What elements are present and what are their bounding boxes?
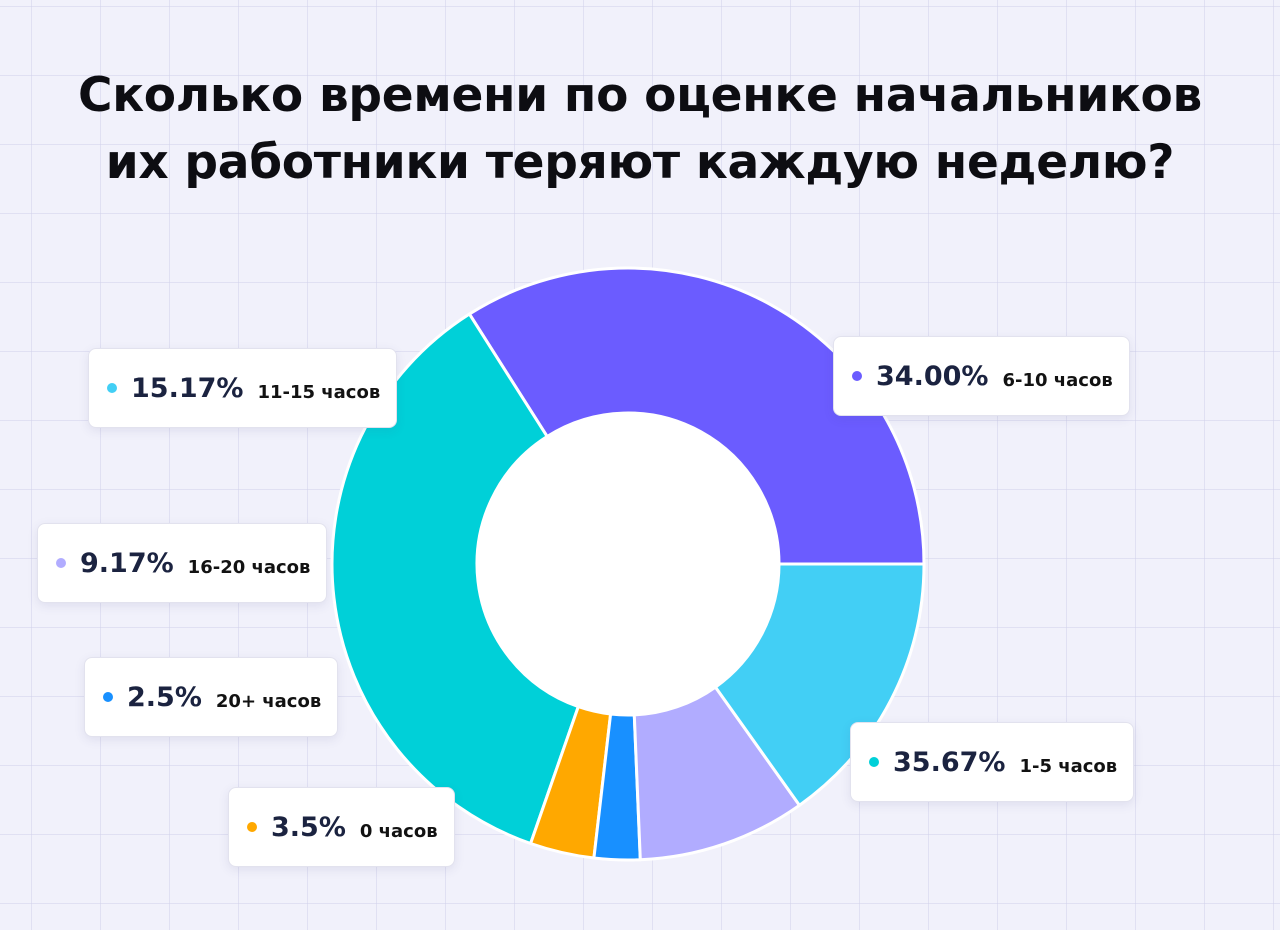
data-label-category-0: 0 часов <box>359 820 438 842</box>
chart-title: Сколько времени по оценке начальников их… <box>0 62 1280 196</box>
data-label-0: 3.5% 0 часов <box>228 787 455 867</box>
legend-dot-6-10 <box>852 371 862 381</box>
data-label-16-20: 9.17% 16-20 часов <box>37 523 328 603</box>
data-label-value-11-15: 15.17% <box>131 372 244 404</box>
data-label-category-11-15: 11-15 часов <box>257 381 381 403</box>
chart-title-line-1: Сколько времени по оценке начальников <box>78 68 1202 123</box>
data-label-1-5: 35.67% 1-5 часов <box>850 722 1135 802</box>
data-label-value-6-10: 34.00% <box>876 360 989 392</box>
data-label-category-1-5: 1-5 часов <box>1019 755 1118 777</box>
data-label-6-10: 34.00% 6-10 часов <box>833 336 1130 416</box>
data-label-category-20plus: 20+ часов <box>215 690 322 712</box>
legend-dot-0 <box>247 822 257 832</box>
data-label-value-20plus: 2.5% <box>127 681 202 713</box>
data-label-value-16-20: 9.17% <box>80 547 174 579</box>
data-label-category-6-10: 6-10 часов <box>1002 369 1113 391</box>
donut-hole <box>477 413 779 715</box>
chart-title-line-2: их работники теряют каждую неделю? <box>105 135 1175 190</box>
legend-dot-20plus <box>103 692 113 702</box>
legend-dot-11-15 <box>107 383 117 393</box>
data-label-value-1-5: 35.67% <box>893 746 1006 778</box>
data-label-category-16-20: 16-20 часов <box>187 556 311 578</box>
data-label-value-0: 3.5% <box>271 811 346 843</box>
legend-dot-16-20 <box>56 558 66 568</box>
data-label-20plus: 2.5% 20+ часов <box>84 657 339 737</box>
legend-dot-1-5 <box>869 757 879 767</box>
data-label-11-15: 15.17% 11-15 часов <box>88 348 398 428</box>
